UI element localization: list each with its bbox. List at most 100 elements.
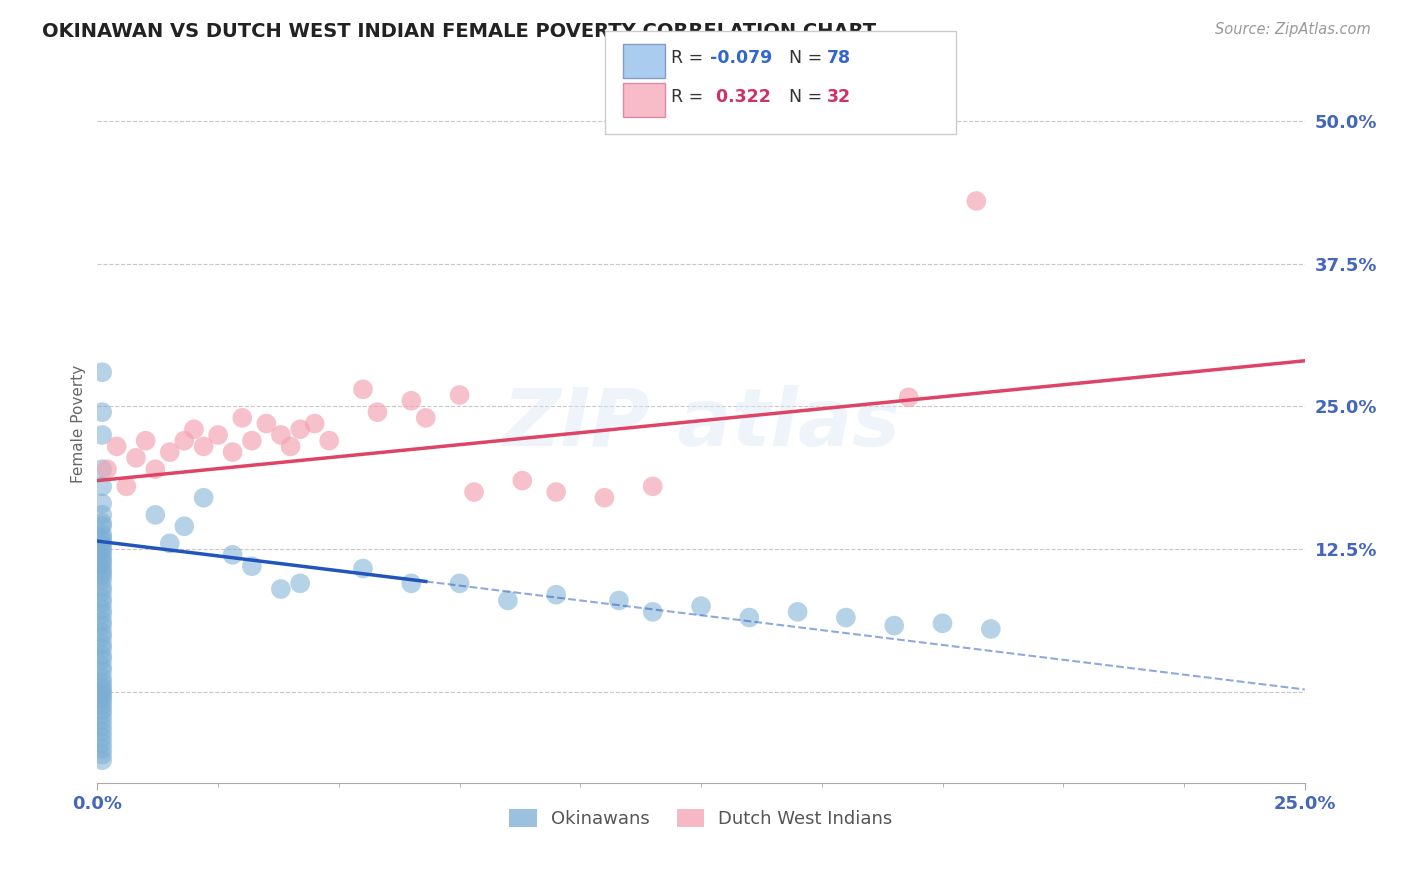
Point	[91, 462, 114, 476]
Point	[835, 610, 858, 624]
Point	[91, 747, 114, 762]
Point	[290, 576, 312, 591]
Point	[91, 405, 114, 419]
Point	[401, 393, 423, 408]
Point	[607, 593, 630, 607]
Point	[449, 388, 471, 402]
Point	[91, 707, 114, 722]
Point	[91, 531, 114, 545]
Text: N =: N =	[789, 49, 828, 67]
Point	[91, 648, 114, 663]
Point	[352, 561, 374, 575]
Point	[91, 479, 114, 493]
Point	[173, 519, 195, 533]
Point	[91, 703, 114, 717]
Point	[449, 576, 471, 591]
Point	[91, 565, 114, 579]
Point	[91, 713, 114, 727]
Point	[105, 439, 128, 453]
Point	[463, 485, 485, 500]
Point	[91, 637, 114, 651]
Text: ZIP atlas: ZIP atlas	[502, 384, 900, 463]
Point	[415, 410, 437, 425]
Point	[91, 557, 114, 571]
Point	[91, 550, 114, 565]
Point	[91, 690, 114, 705]
Point	[270, 428, 292, 442]
Point	[883, 618, 905, 632]
Point	[641, 479, 664, 493]
Point	[91, 724, 114, 739]
Point	[135, 434, 157, 448]
Point	[91, 625, 114, 640]
Point	[401, 576, 423, 591]
Point	[270, 582, 292, 596]
Text: Source: ZipAtlas.com: Source: ZipAtlas.com	[1215, 22, 1371, 37]
Point	[496, 593, 519, 607]
Point	[91, 545, 114, 559]
Point	[91, 516, 114, 530]
Point	[690, 599, 713, 614]
Point	[897, 390, 920, 404]
Point	[91, 680, 114, 694]
Point	[240, 559, 263, 574]
Point	[91, 607, 114, 621]
Point	[173, 434, 195, 448]
Text: -0.079: -0.079	[710, 49, 772, 67]
Point	[221, 445, 243, 459]
Point	[280, 439, 302, 453]
Point	[91, 641, 114, 656]
Point	[91, 568, 114, 582]
Point	[231, 410, 253, 425]
Point	[96, 462, 118, 476]
Point	[91, 731, 114, 745]
Point	[193, 491, 215, 505]
Point	[91, 519, 114, 533]
Point	[91, 618, 114, 632]
Point	[207, 428, 229, 442]
Point	[91, 542, 114, 557]
Point	[91, 553, 114, 567]
Point	[115, 479, 138, 493]
Point	[304, 417, 326, 431]
Y-axis label: Female Poverty: Female Poverty	[72, 365, 86, 483]
Point	[980, 622, 1002, 636]
Point	[91, 496, 114, 510]
Point	[91, 630, 114, 644]
Point	[143, 508, 166, 522]
Point	[290, 422, 312, 436]
Point	[240, 434, 263, 448]
Point	[318, 434, 340, 448]
Text: 0.322: 0.322	[710, 88, 770, 106]
Point	[91, 653, 114, 667]
Point	[641, 605, 664, 619]
Point	[352, 382, 374, 396]
Point	[91, 664, 114, 678]
Point	[931, 616, 953, 631]
Point	[593, 491, 616, 505]
Text: 32: 32	[827, 88, 851, 106]
Point	[91, 534, 114, 549]
Point	[254, 417, 277, 431]
Point	[91, 753, 114, 767]
Point	[91, 596, 114, 610]
Point	[159, 536, 181, 550]
Point	[143, 462, 166, 476]
Point	[91, 539, 114, 553]
Point	[91, 687, 114, 701]
Text: N =: N =	[789, 88, 828, 106]
Point	[91, 428, 114, 442]
Point	[366, 405, 388, 419]
Point	[91, 659, 114, 673]
Point	[512, 474, 534, 488]
Point	[159, 445, 181, 459]
Point	[738, 610, 761, 624]
Text: OKINAWAN VS DUTCH WEST INDIAN FEMALE POVERTY CORRELATION CHART: OKINAWAN VS DUTCH WEST INDIAN FEMALE POV…	[42, 22, 876, 41]
Point	[91, 698, 114, 713]
Point	[965, 194, 987, 208]
Point	[91, 508, 114, 522]
Point	[183, 422, 205, 436]
Point	[125, 450, 148, 465]
Point	[91, 719, 114, 733]
Text: R =: R =	[671, 49, 709, 67]
